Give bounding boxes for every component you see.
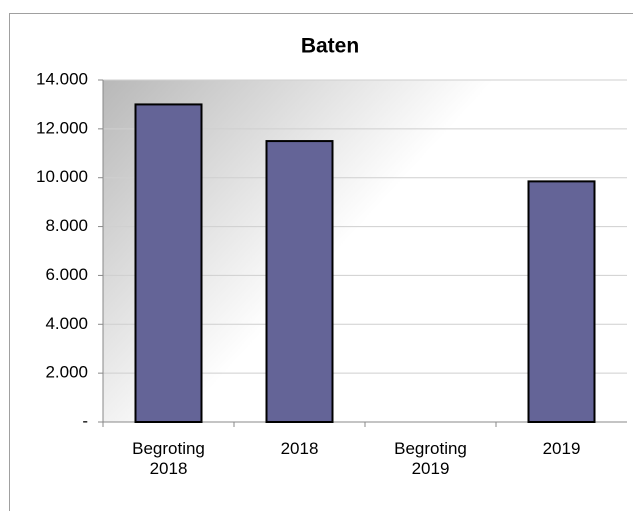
- y-tick-label: 2.000: [45, 363, 88, 382]
- y-tick-label: 4.000: [45, 314, 88, 333]
- chart-title: Baten: [301, 35, 359, 58]
- x-tick-label: 2018: [281, 439, 319, 458]
- x-tick-label: Begroting 2019: [394, 439, 467, 478]
- y-tick-label: 8.000: [45, 216, 88, 235]
- y-tick-label: -: [82, 411, 88, 430]
- y-tick-label: 14.000: [36, 69, 88, 88]
- y-tick-label: 10.000: [36, 167, 88, 186]
- x-tick-label: Begroting 2018: [132, 439, 205, 478]
- y-tick-label: 6.000: [45, 265, 88, 284]
- bar: [527, 180, 596, 423]
- x-tick-label: 2019: [543, 439, 581, 458]
- bar: [134, 103, 203, 424]
- bar: [265, 140, 334, 423]
- y-tick-label: 12.000: [36, 118, 88, 137]
